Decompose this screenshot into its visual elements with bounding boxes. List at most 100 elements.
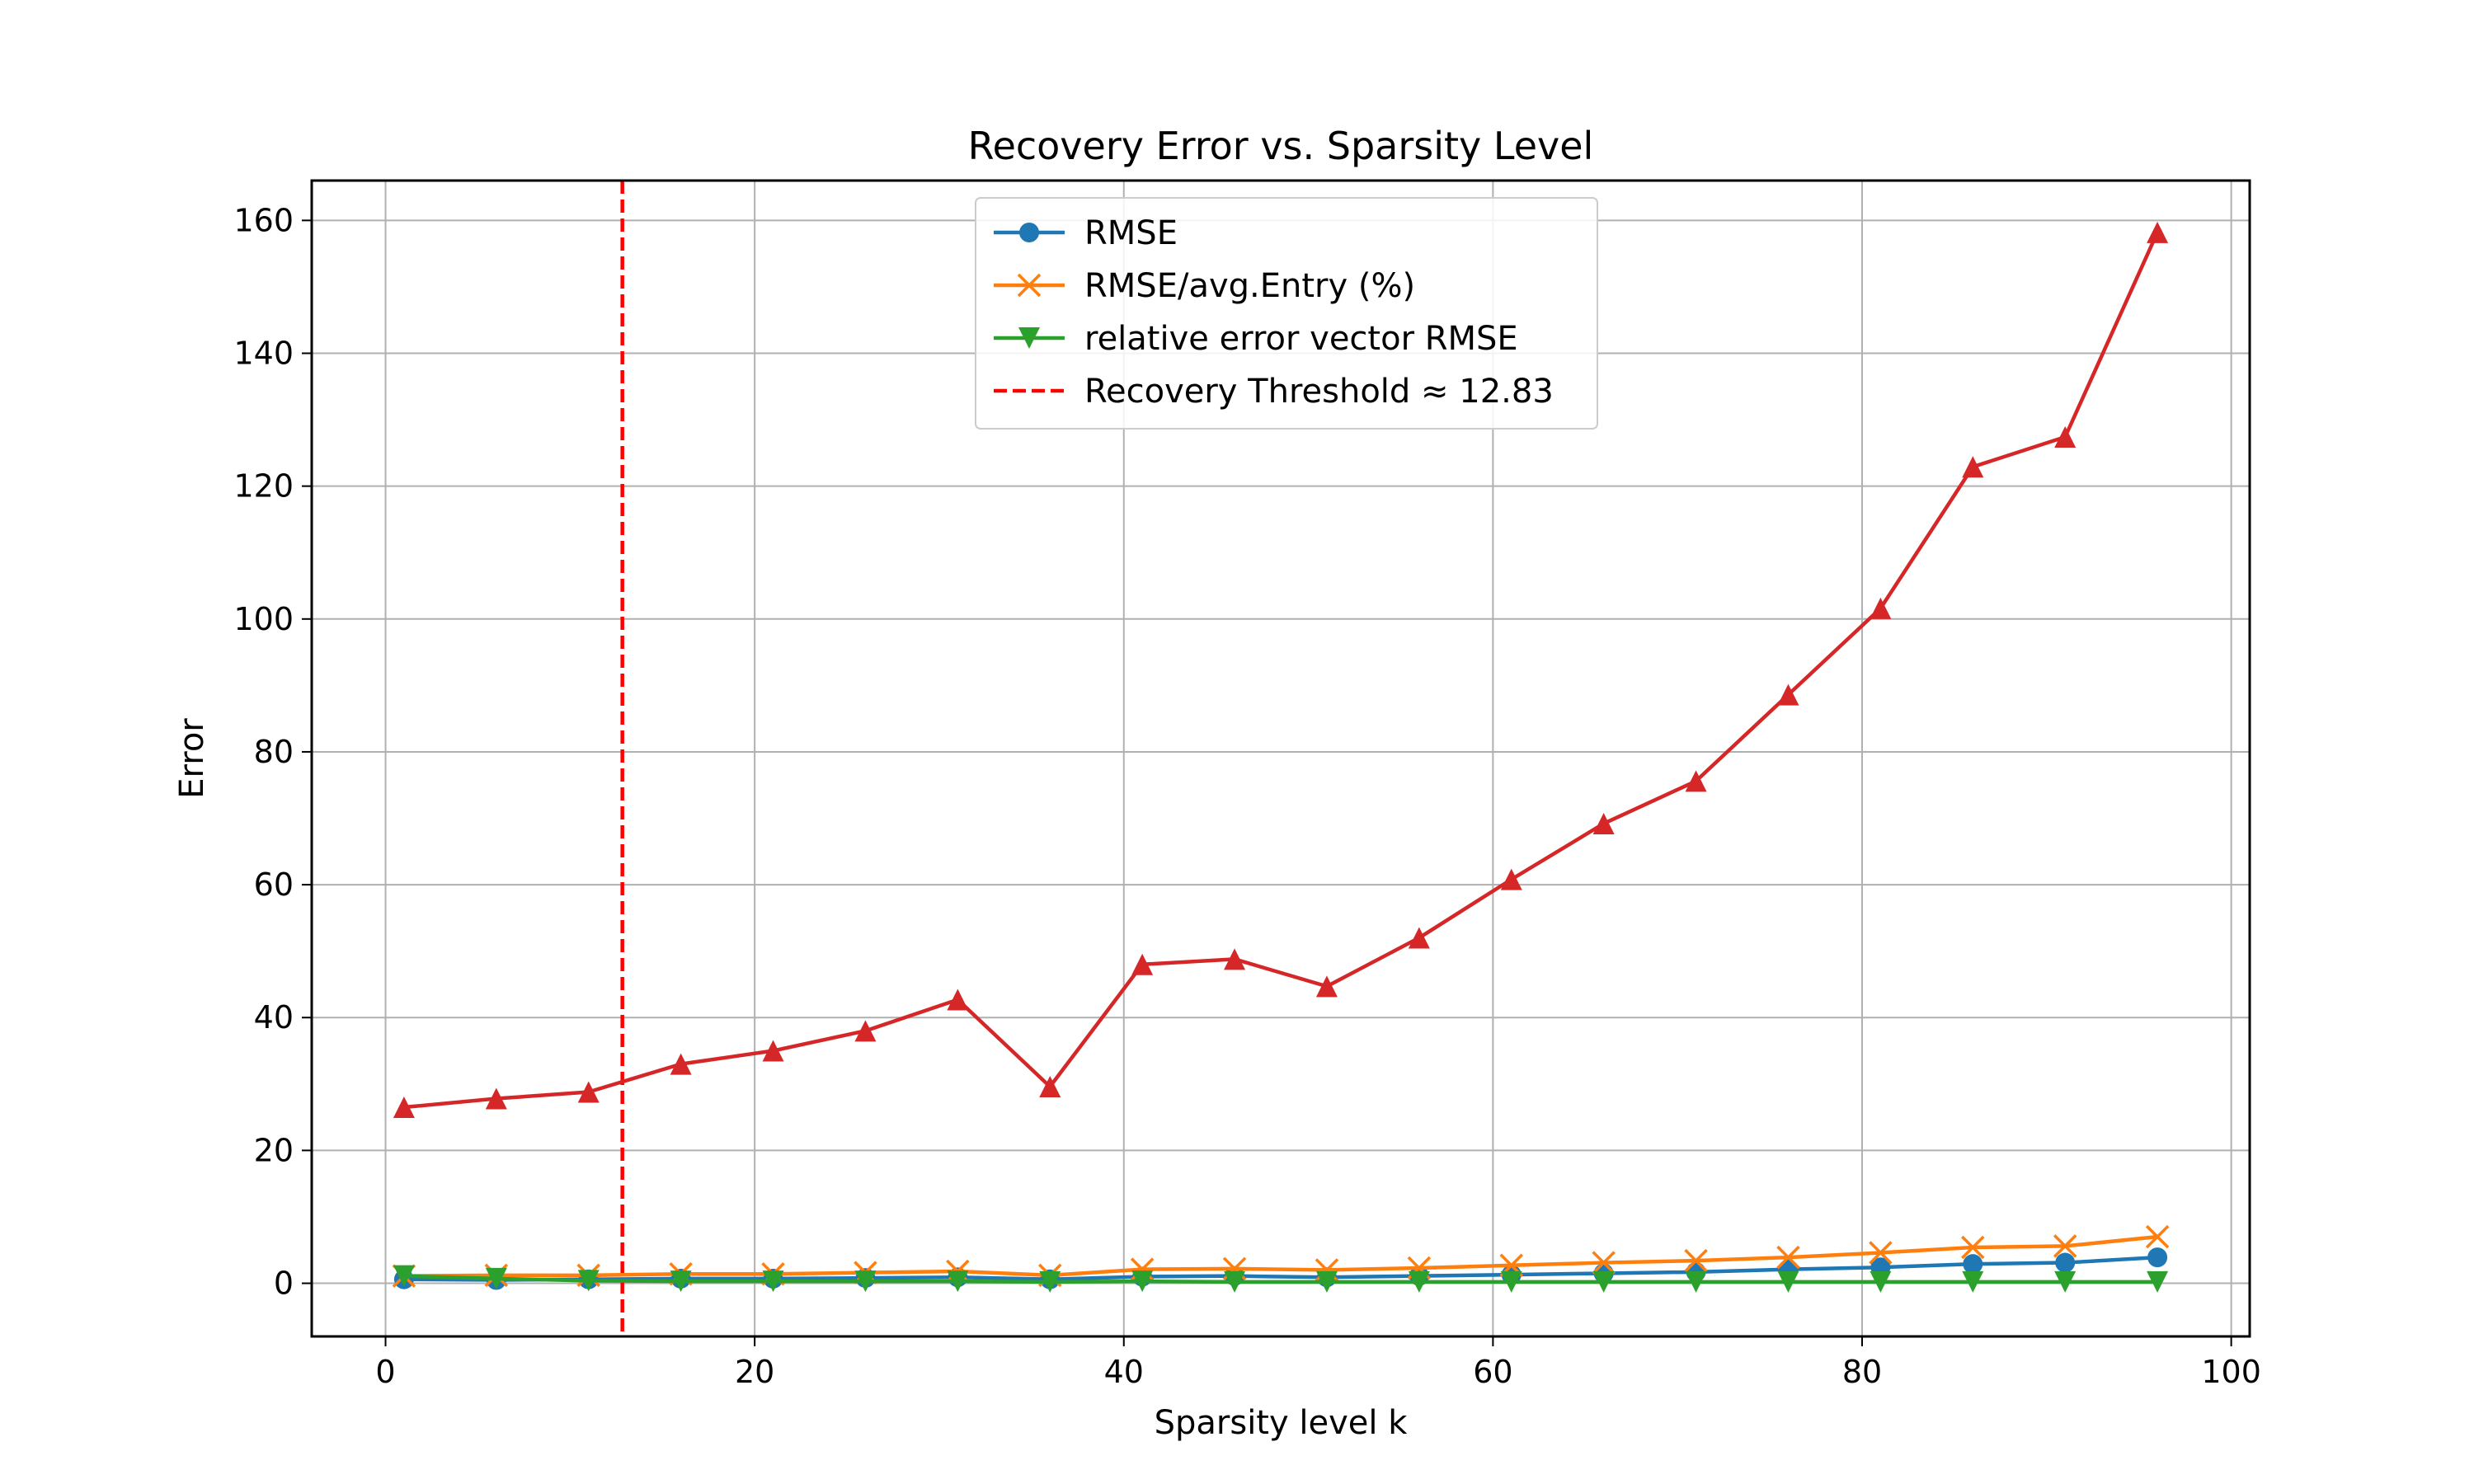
y-tick-label: 80 [254, 734, 294, 770]
legend-entry: relative error vector RMSE [994, 320, 1518, 358]
data-point-marker [1500, 868, 1522, 890]
data-point-marker [2147, 221, 2169, 243]
data-point-marker [1131, 953, 1154, 975]
data-point-marker [2054, 1270, 2077, 1293]
data-point-marker [1131, 1270, 1154, 1293]
data-point-marker [1962, 456, 1984, 478]
data-point-marker [2147, 1247, 2168, 1268]
data-point-marker [2147, 1270, 2169, 1293]
data-point-marker [1592, 1270, 1615, 1293]
axis-ticks: 0 20 40 60 80 100 0 20 40 60 80 100 120 140 160 [233, 202, 2260, 1390]
data-point-marker [1685, 1270, 1707, 1293]
data-point-marker [1592, 812, 1615, 834]
series-3 [393, 221, 2169, 1119]
data-point-marker [1224, 1270, 1246, 1293]
data-point-marker [1408, 927, 1430, 949]
marker-stroke [2145, 1224, 2170, 1249]
legend-items: RMSE RMSE/avg.Entry (%) relative error vec… [994, 214, 1554, 411]
data-point-marker [2055, 1252, 2076, 1273]
y-tick-label: 160 [233, 202, 294, 238]
data-point-marker [670, 1053, 692, 1075]
data-point-marker [1684, 1248, 1708, 1273]
data-point-marker [762, 1270, 784, 1293]
legend-label: relative error vector RMSE [1084, 320, 1518, 358]
series-2 [393, 1265, 2169, 1293]
x-tick-label: 20 [735, 1354, 774, 1390]
data-point-marker [1500, 1270, 1522, 1293]
data-point-marker [1017, 273, 1042, 298]
y-tick-label: 120 [233, 468, 294, 505]
marker-stroke [1017, 273, 1042, 298]
marker-stroke [1869, 1241, 1893, 1265]
data-point-marker [1018, 327, 1040, 349]
series-1 [392, 1224, 2170, 1288]
data-point-marker [1408, 1270, 1430, 1293]
data-point-marker [577, 1081, 600, 1103]
data-point-marker [1315, 1270, 1338, 1293]
data-point-marker [1963, 1254, 1983, 1275]
data-point-marker [393, 1097, 415, 1119]
series-line [403, 1255, 2158, 1282]
data-point-marker [2054, 426, 2077, 448]
data-point-marker [1019, 223, 1039, 242]
data-point-marker [670, 1270, 692, 1293]
legend-entry: RMSE [994, 214, 1178, 252]
data-point-marker [1870, 597, 1892, 619]
y-tick-label: 140 [233, 335, 294, 371]
data-point-marker [577, 1270, 600, 1292]
y-tick-label: 40 [254, 999, 294, 1036]
legend: RMSE RMSE/avg.Entry (%) relative error vec… [975, 197, 1598, 430]
x-axis-label: Sparsity level k [1155, 1404, 1409, 1442]
x-tick-label: 0 [375, 1354, 395, 1390]
legend-label: RMSE [1084, 214, 1178, 252]
chart-title: Recovery Error vs. Sparsity Level [968, 124, 1594, 168]
marker-stroke [2053, 1234, 2077, 1258]
legend-label: Recovery Threshold ≈ 12.83 [1084, 373, 1554, 411]
marker-stroke [1684, 1248, 1708, 1273]
y-tick-label: 60 [254, 866, 294, 903]
series-layer [392, 221, 2170, 1293]
data-point-marker [1776, 1245, 1800, 1270]
data-point-marker [854, 1270, 877, 1293]
marker-stroke [1961, 1235, 1985, 1260]
data-point-marker [1777, 683, 1799, 706]
data-point-marker [485, 1087, 507, 1110]
data-point-marker [485, 1267, 507, 1289]
data-point-marker [947, 1270, 969, 1293]
legend-entry: Recovery Threshold ≈ 12.83 [994, 373, 1554, 411]
data-point-marker [1039, 1270, 1061, 1293]
data-point-marker [1777, 1270, 1799, 1293]
data-point-marker [1685, 770, 1707, 792]
legend-entry: RMSE/avg.Entry (%) [994, 267, 1415, 305]
data-point-marker [2053, 1234, 2077, 1258]
series-line [403, 1274, 2158, 1284]
data-point-marker [947, 989, 969, 1011]
x-tick-label: 80 [1842, 1354, 1882, 1390]
plot-frame [310, 179, 2251, 1338]
data-point-marker [1961, 1235, 1985, 1260]
y-tick-label: 20 [254, 1132, 294, 1168]
series-line [403, 1234, 2158, 1278]
data-point-marker [1224, 948, 1246, 970]
x-tick-label: 60 [1473, 1354, 1512, 1390]
y-tick-label: 0 [274, 1266, 294, 1302]
data-point-marker [762, 1040, 784, 1062]
data-point-marker [1592, 1251, 1616, 1275]
data-point-marker [1869, 1241, 1893, 1265]
data-point-marker [1870, 1270, 1892, 1293]
data-point-marker [854, 1020, 877, 1042]
marker-stroke [1776, 1245, 1800, 1270]
x-tick-label: 40 [1104, 1354, 1144, 1390]
data-point-marker [2145, 1224, 2170, 1249]
data-point-marker [1315, 975, 1338, 998]
data-point-marker [393, 1265, 415, 1287]
y-axis-label: Error [173, 718, 211, 799]
y-tick-label: 100 [233, 601, 294, 637]
series-line [403, 231, 2160, 1110]
data-point-marker [1039, 1076, 1061, 1098]
data-point-marker [1962, 1270, 1984, 1293]
legend-box [975, 197, 1598, 430]
x-tick-label: 100 [2201, 1354, 2261, 1390]
marker-stroke [1592, 1251, 1616, 1275]
legend-label: RMSE/avg.Entry (%) [1084, 267, 1415, 305]
